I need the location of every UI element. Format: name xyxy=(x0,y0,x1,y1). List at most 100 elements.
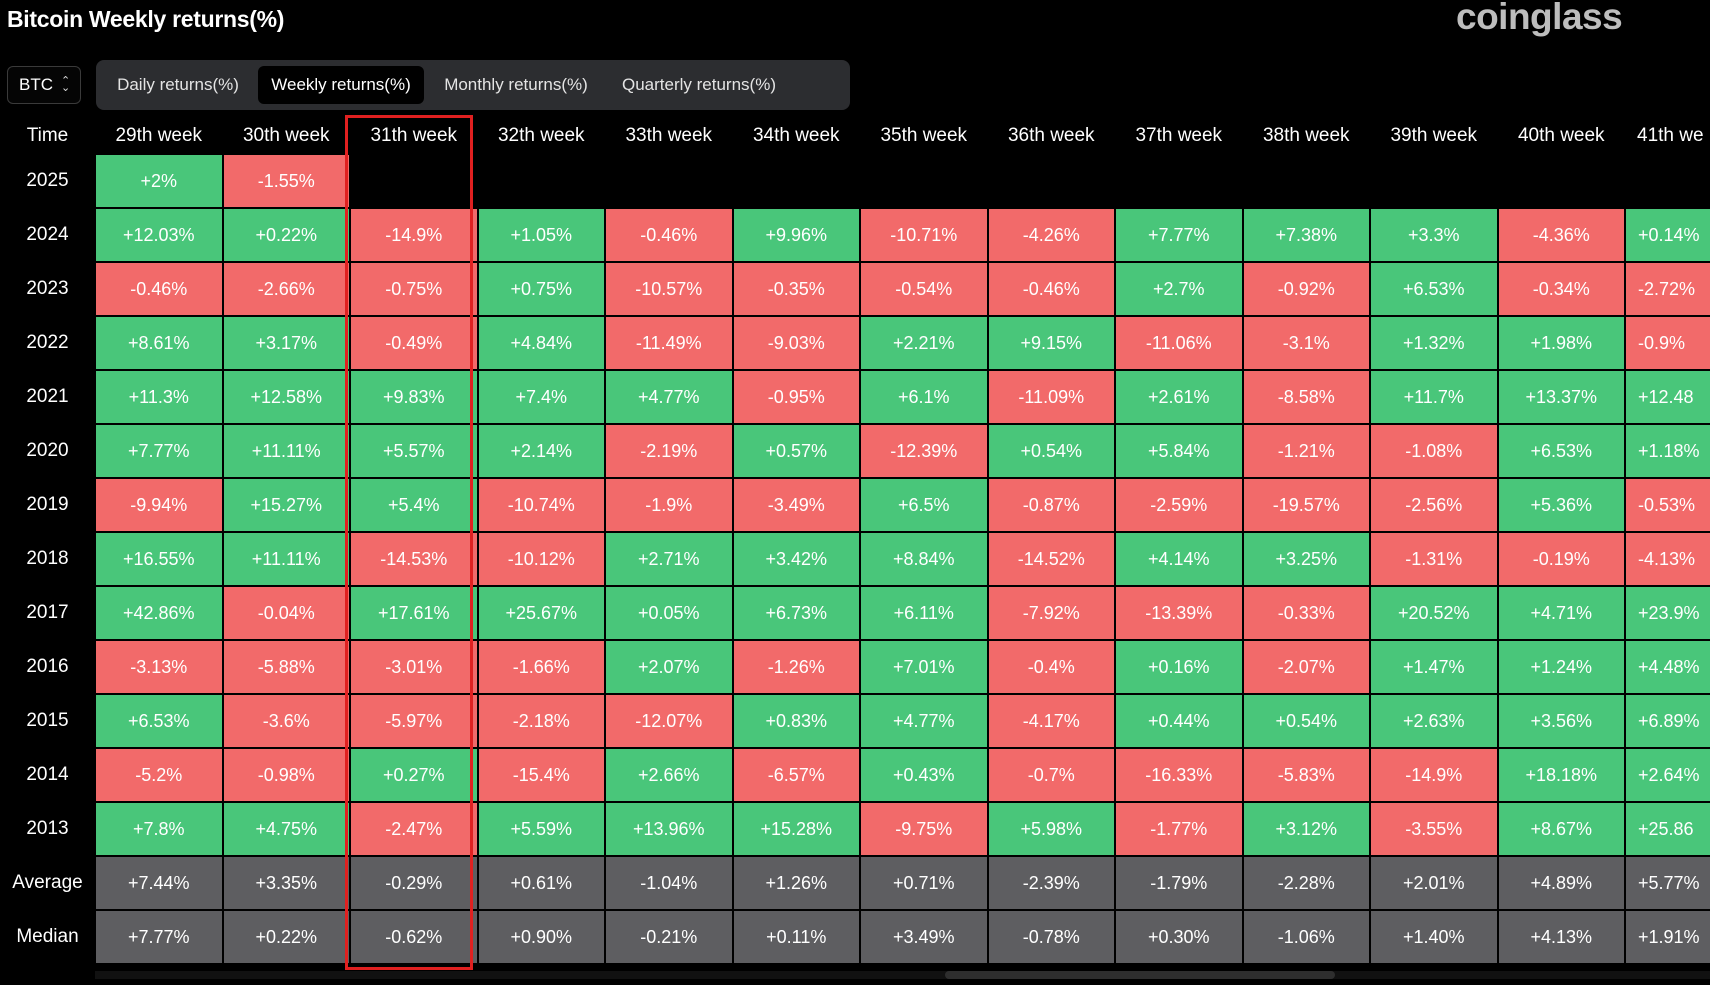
return-cell: +18.18% xyxy=(1497,748,1625,802)
return-cell: -1.79% xyxy=(1115,856,1243,910)
return-cell: -0.29% xyxy=(350,856,478,910)
table-row: 2024 +12.03% +0.22% -14.9% +1.05% -0.46% +9.96… xyxy=(0,208,1710,262)
return-cell: -1.31% xyxy=(1370,532,1498,586)
return-cell: -0.33% xyxy=(1242,586,1370,640)
return-cell: -0.53% xyxy=(1625,478,1710,532)
return-cell: +3.25% xyxy=(1242,532,1370,586)
return-cell: +4.89% xyxy=(1497,856,1625,910)
return-cell: +0.83% xyxy=(732,694,860,748)
return-cell: -14.9% xyxy=(1370,748,1498,802)
column-header: 37th week xyxy=(1135,125,1223,146)
return-cell: -0.35% xyxy=(732,262,860,316)
return-cell: +0.22% xyxy=(222,910,350,964)
return-cell xyxy=(1115,154,1243,208)
return-cell: -2.59% xyxy=(1115,478,1243,532)
return-cell: -15.4% xyxy=(477,748,605,802)
return-cell: -2.19% xyxy=(605,424,733,478)
return-cell: -11.09% xyxy=(987,370,1115,424)
return-cell: +4.75% xyxy=(222,802,350,856)
year-label: 2017 xyxy=(0,586,95,640)
return-cell: +8.61% xyxy=(95,316,223,370)
return-cell: -7.92% xyxy=(987,586,1115,640)
tab-daily-returns[interactable]: Daily returns(%) xyxy=(117,75,239,94)
return-cell: -1.66% xyxy=(477,640,605,694)
return-cell: -0.62% xyxy=(350,910,478,964)
return-cell: +7.01% xyxy=(860,640,988,694)
return-cell: +12.48 xyxy=(1625,370,1710,424)
return-cell: -5.88% xyxy=(222,640,350,694)
return-cell: -0.95% xyxy=(732,370,860,424)
return-cell: -10.57% xyxy=(605,262,733,316)
return-cell: +6.53% xyxy=(95,694,223,748)
return-cell: +4.13% xyxy=(1497,910,1625,964)
return-cell: -3.49% xyxy=(732,478,860,532)
year-label: 2021 xyxy=(0,370,95,424)
return-cell: +4.84% xyxy=(477,316,605,370)
return-cell: -0.98% xyxy=(222,748,350,802)
return-cell xyxy=(1625,154,1710,208)
return-cell: -2.07% xyxy=(1242,640,1370,694)
return-cell: +7.77% xyxy=(1115,208,1243,262)
return-cell: +12.58% xyxy=(222,370,350,424)
return-cell: -9.03% xyxy=(732,316,860,370)
return-cell: -3.1% xyxy=(1242,316,1370,370)
return-cell: -0.21% xyxy=(605,910,733,964)
return-cell: +0.27% xyxy=(350,748,478,802)
return-cell: +17.61% xyxy=(350,586,478,640)
return-cell: +16.55% xyxy=(95,532,223,586)
year-label: 2020 xyxy=(0,424,95,478)
asset-selector[interactable]: BTC ⌃ ⌄ xyxy=(7,66,81,104)
return-cell: +0.54% xyxy=(987,424,1115,478)
return-cell: -1.26% xyxy=(732,640,860,694)
return-cell: +6.1% xyxy=(860,370,988,424)
column-header: 40th week xyxy=(1517,125,1605,146)
return-cell: -0.9% xyxy=(1625,316,1710,370)
return-cell: +5.77% xyxy=(1625,856,1710,910)
return-cell: +8.84% xyxy=(860,532,988,586)
return-cell: +2.63% xyxy=(1370,694,1498,748)
return-cell: -1.04% xyxy=(605,856,733,910)
table-row: 2018 +16.55% +11.11% -14.53% -10.12% +2.71% +3… xyxy=(0,532,1710,586)
return-cell: +11.3% xyxy=(95,370,223,424)
return-cell: +6.5% xyxy=(860,478,988,532)
return-cell: +3.17% xyxy=(222,316,350,370)
return-cell: -4.36% xyxy=(1497,208,1625,262)
return-cell: +0.14% xyxy=(1625,208,1710,262)
table-row: 2019 -9.94% +15.27% +5.4% -10.74% -1.9% -3.49%… xyxy=(0,478,1710,532)
return-cell: -6.57% xyxy=(732,748,860,802)
table-row: 2016 -3.13% -5.88% -3.01% -1.66% +2.07% -1.26%… xyxy=(0,640,1710,694)
return-cell: -10.12% xyxy=(477,532,605,586)
return-cell: -0.49% xyxy=(350,316,478,370)
return-cell: +9.83% xyxy=(350,370,478,424)
return-cell: +25.67% xyxy=(477,586,605,640)
column-header: 33th week xyxy=(625,125,713,146)
return-cell: +1.24% xyxy=(1497,640,1625,694)
tab-weekly-returns[interactable]: Weekly returns(%) xyxy=(258,66,424,104)
return-cell: -0.46% xyxy=(605,208,733,262)
return-cell: +1.91% xyxy=(1625,910,1710,964)
return-cell: -13.39% xyxy=(1115,586,1243,640)
return-cell: +4.14% xyxy=(1115,532,1243,586)
year-label: 2013 xyxy=(0,802,95,856)
return-cell: -2.47% xyxy=(350,802,478,856)
return-cell: +3.12% xyxy=(1242,802,1370,856)
return-cell: -2.66% xyxy=(222,262,350,316)
return-cell: -0.78% xyxy=(987,910,1115,964)
column-header: 41th we xyxy=(1637,125,1704,146)
return-cell: +3.42% xyxy=(732,532,860,586)
return-cell: +0.54% xyxy=(1242,694,1370,748)
tab-monthly-returns[interactable]: Monthly returns(%) xyxy=(444,75,588,94)
tab-quarterly-returns[interactable]: Quarterly returns(%) xyxy=(622,75,776,94)
return-cell: -4.26% xyxy=(987,208,1115,262)
return-cell: +2.66% xyxy=(605,748,733,802)
scrollbar-thumb[interactable] xyxy=(945,971,1335,979)
return-cell xyxy=(605,154,733,208)
table-row: 2015 +6.53% -3.6% -5.97% -2.18% -12.07% +0.83%… xyxy=(0,694,1710,748)
return-cell: -1.21% xyxy=(1242,424,1370,478)
return-cell: -12.39% xyxy=(860,424,988,478)
year-label: 2015 xyxy=(0,694,95,748)
return-cell: +8.67% xyxy=(1497,802,1625,856)
horizontal-scrollbar[interactable] xyxy=(95,971,1710,979)
return-cell: -1.08% xyxy=(1370,424,1498,478)
return-cell: +6.53% xyxy=(1497,424,1625,478)
